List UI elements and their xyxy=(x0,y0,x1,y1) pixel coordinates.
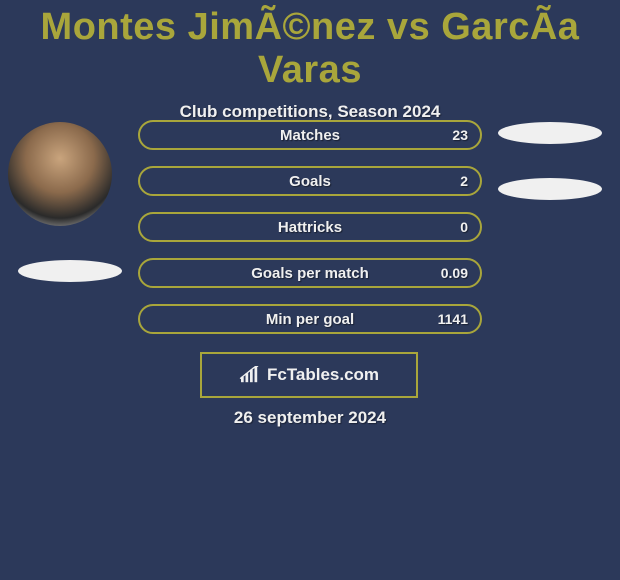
stat-value: 23 xyxy=(452,127,468,143)
brand-text: FcTables.com xyxy=(267,365,379,385)
brand-box: FcTables.com xyxy=(200,352,418,398)
page-subtitle: Club competitions, Season 2024 xyxy=(0,102,620,122)
stat-label: Min per goal xyxy=(266,311,354,328)
player-left-name-ellipse xyxy=(18,260,122,282)
player-left-avatar xyxy=(8,122,112,226)
player-right-ellipse-2 xyxy=(498,178,602,200)
stat-value: 1141 xyxy=(438,311,468,327)
stat-label: Hattricks xyxy=(278,219,342,236)
stat-bar: Hattricks 0 xyxy=(138,212,482,242)
stat-bar: Min per goal 1141 xyxy=(138,304,482,334)
stat-label: Matches xyxy=(280,127,340,144)
stat-value: 0.09 xyxy=(441,265,468,281)
bar-chart-icon xyxy=(239,366,261,384)
page-title: Montes JimÃ©nez vs GarcÃ­a Varas xyxy=(0,0,620,92)
stat-value: 0 xyxy=(460,219,468,235)
stat-bar: Goals 2 xyxy=(138,166,482,196)
date-text: 26 september 2024 xyxy=(0,408,620,428)
stat-label: Goals per match xyxy=(251,265,369,282)
player-right-ellipse-1 xyxy=(498,122,602,144)
stat-bars: Matches 23 Goals 2 Hattricks 0 Goals per… xyxy=(138,120,482,350)
stat-bar: Matches 23 xyxy=(138,120,482,150)
comparison-infographic: Montes JimÃ©nez vs GarcÃ­a Varas Club co… xyxy=(0,0,620,580)
stat-bar: Goals per match 0.09 xyxy=(138,258,482,288)
stat-label: Goals xyxy=(289,173,331,190)
stat-value: 2 xyxy=(460,173,468,189)
